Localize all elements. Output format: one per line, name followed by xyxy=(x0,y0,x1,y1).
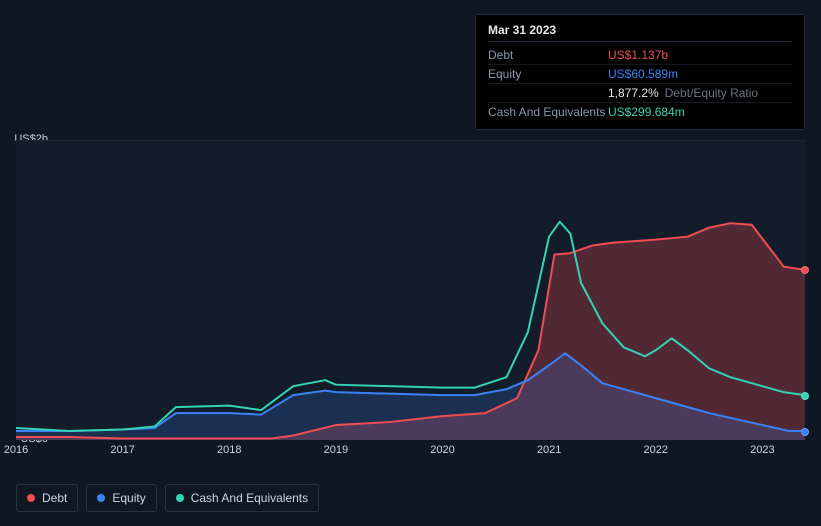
legend-item-label: Cash And Equivalents xyxy=(191,491,308,505)
tooltip-row-value: 1,877.2% xyxy=(608,86,659,100)
tooltip-row-value: US$60.589m xyxy=(608,67,678,81)
x-axis-label: 2017 xyxy=(110,444,134,456)
legend-item-label: Debt xyxy=(42,491,67,505)
legend-item-equity[interactable]: Equity xyxy=(86,484,156,512)
tooltip-row-label: Debt xyxy=(488,48,608,62)
tooltip-row-label xyxy=(488,86,608,100)
series-end-marker xyxy=(801,266,809,274)
x-axis-label: 2021 xyxy=(537,444,561,456)
tooltip-row: EquityUS$60.589m xyxy=(488,65,792,84)
chart-tooltip: Mar 31 2023 DebtUS$1.137bEquityUS$60.589… xyxy=(475,14,805,130)
plot-area[interactable] xyxy=(16,140,805,440)
tooltip-row: DebtUS$1.137b xyxy=(488,46,792,65)
legend-dot-icon xyxy=(97,494,105,502)
legend-item-cash-and-equivalents[interactable]: Cash And Equivalents xyxy=(165,484,319,512)
x-axis-label: 2022 xyxy=(643,444,667,456)
legend-item-label: Equity xyxy=(112,491,145,505)
tooltip-row-suffix: Debt/Equity Ratio xyxy=(665,86,758,100)
x-axis-label: 2018 xyxy=(217,444,241,456)
tooltip-row: 1,877.2% Debt/Equity Ratio xyxy=(488,84,792,103)
legend-item-debt[interactable]: Debt xyxy=(16,484,78,512)
balance-chart: US$0US$2b 201620172018201920202021202220… xyxy=(16,120,805,466)
series-end-marker xyxy=(801,428,809,436)
tooltip-row-value: US$299.684m xyxy=(608,105,685,119)
x-axis-label: 2023 xyxy=(750,444,774,456)
legend-dot-icon xyxy=(176,494,184,502)
tooltip-date: Mar 31 2023 xyxy=(488,23,792,42)
series-end-marker xyxy=(801,392,809,400)
x-axis-label: 2016 xyxy=(4,444,28,456)
tooltip-row-label: Equity xyxy=(488,67,608,81)
tooltip-row-label: Cash And Equivalents xyxy=(488,105,608,119)
tooltip-row: Cash And EquivalentsUS$299.684m xyxy=(488,103,792,121)
legend: Debt Equity Cash And Equivalents xyxy=(16,484,319,512)
x-axis-label: 2020 xyxy=(430,444,454,456)
tooltip-row-value: US$1.137b xyxy=(608,48,668,62)
x-axis-label: 2019 xyxy=(324,444,348,456)
x-axis: 20162017201820192020202120222023 xyxy=(16,444,805,464)
legend-dot-icon xyxy=(27,494,35,502)
